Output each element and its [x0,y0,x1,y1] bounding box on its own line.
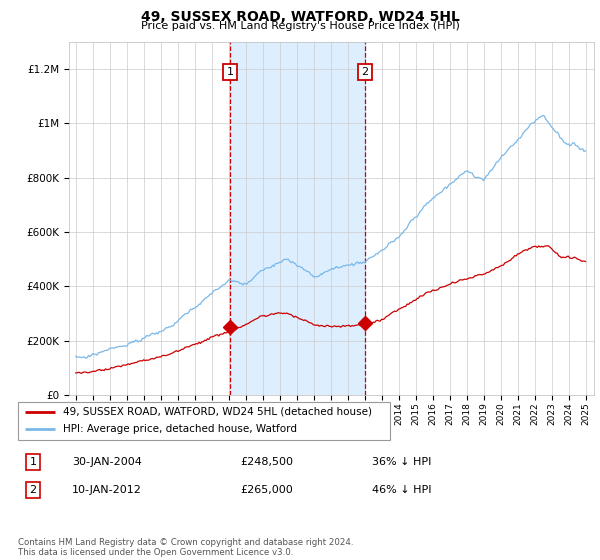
Text: 10-JAN-2012: 10-JAN-2012 [72,485,142,495]
Text: HPI: Average price, detached house, Watford: HPI: Average price, detached house, Watf… [62,424,296,435]
Text: 49, SUSSEX ROAD, WATFORD, WD24 5HL: 49, SUSSEX ROAD, WATFORD, WD24 5HL [140,10,460,24]
Text: 30-JAN-2004: 30-JAN-2004 [72,457,142,467]
Text: Contains HM Land Registry data © Crown copyright and database right 2024.
This d: Contains HM Land Registry data © Crown c… [18,538,353,557]
Bar [230,42,365,395]
Text: 1: 1 [227,67,233,77]
Text: 2: 2 [29,485,37,495]
Text: 36% ↓ HPI: 36% ↓ HPI [372,457,431,467]
Text: 2: 2 [362,67,369,77]
Text: 1: 1 [29,457,37,467]
Text: 49, SUSSEX ROAD, WATFORD, WD24 5HL (detached house): 49, SUSSEX ROAD, WATFORD, WD24 5HL (deta… [62,407,371,417]
Text: Price paid vs. HM Land Registry's House Price Index (HPI): Price paid vs. HM Land Registry's House … [140,21,460,31]
Text: 46% ↓ HPI: 46% ↓ HPI [372,485,431,495]
Text: £265,000: £265,000 [240,485,293,495]
Text: £248,500: £248,500 [240,457,293,467]
